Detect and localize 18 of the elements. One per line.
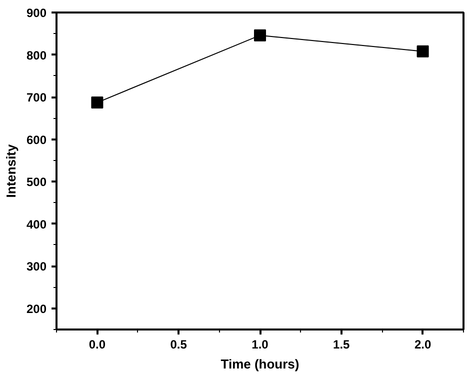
y-tick-label: 500 xyxy=(26,175,47,190)
y-tick-label: 200 xyxy=(26,302,47,316)
y-tick-label: 600 xyxy=(26,132,47,147)
y-tick-label: 900 xyxy=(26,6,47,20)
point xyxy=(254,29,266,42)
point xyxy=(91,96,104,109)
y-tick-label: 400 xyxy=(26,217,47,232)
x-tick-label: 0.0 xyxy=(88,338,106,352)
x-tick-label: 0.5 xyxy=(170,338,188,352)
y-axis-title: Intensity xyxy=(3,144,18,198)
y-tick-label: 800 xyxy=(26,48,47,62)
x-tick-label: 2.0 xyxy=(414,338,432,352)
x-axis-title: Time (hours) xyxy=(220,356,300,372)
y-tick-label: 300 xyxy=(26,260,47,274)
x-tick-label: 1.0 xyxy=(252,338,269,352)
y-tick-label: 700 xyxy=(26,90,47,105)
point xyxy=(416,45,429,58)
x-tick-label: 1.5 xyxy=(333,338,350,352)
